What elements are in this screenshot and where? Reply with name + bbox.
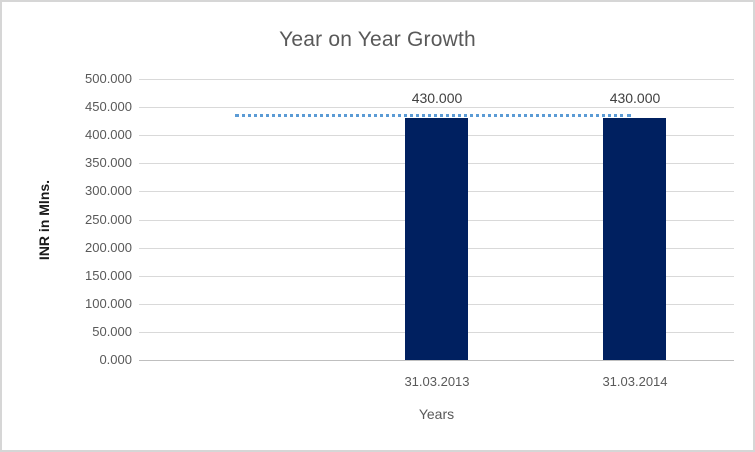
y-tick-label: 500.000 [85,71,132,86]
y-tick-label: 200.000 [85,240,132,255]
gridline [139,79,734,80]
y-tick-label: 50.000 [92,324,132,339]
y-tick-label: 400.000 [85,127,132,142]
gridline [139,107,734,108]
y-tick-label: 250.000 [85,212,132,227]
chart-title: Year on Year Growth [279,28,476,51]
y-tick-label: 450.000 [85,99,132,114]
y-tick-label: 300.000 [85,183,132,198]
bar [603,118,666,360]
data-label: 430.000 [609,90,661,106]
x-tick-label: 31.03.2013 [404,374,470,389]
x-axis-line [139,360,734,361]
reference-dotted-line [235,114,631,117]
y-tick-label: 150.000 [85,268,132,283]
bar [405,118,468,360]
y-tick-label: 0.000 [99,352,132,367]
y-tick-label: 350.000 [85,155,132,170]
data-label: 430.000 [411,90,463,106]
y-tick-label: 100.000 [85,296,132,311]
x-tick-label: 31.03.2014 [602,374,668,389]
x-axis-title: Years [418,406,455,422]
